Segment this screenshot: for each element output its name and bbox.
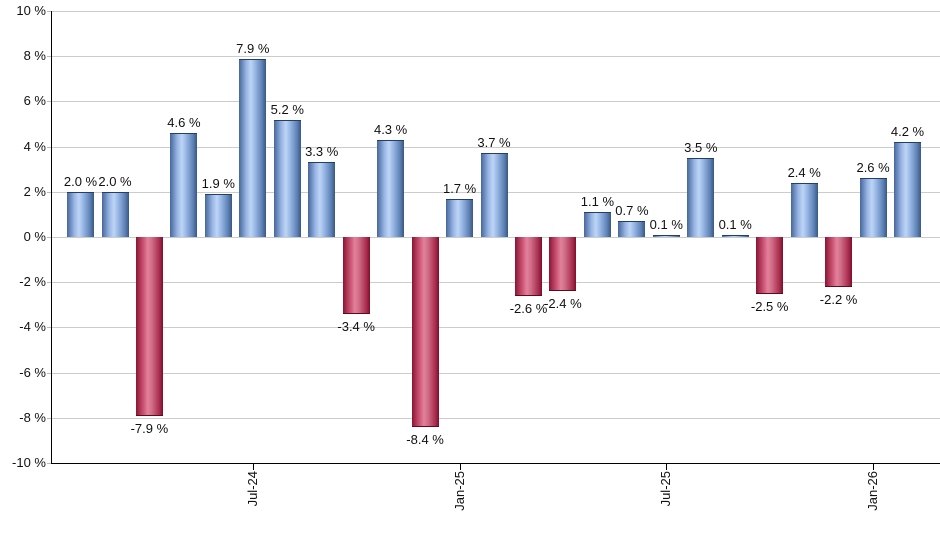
y-axis-line [51,11,52,464]
bar [480,153,508,237]
bar-value-label: 1.1 % [580,194,615,210]
bar [859,178,887,237]
bar-value-label: 4.2 % [890,124,925,140]
x-axis-tick [666,464,667,470]
gridline [51,147,940,148]
bar-value-label: -7.9 % [130,420,169,436]
x-axis-tick [460,464,461,470]
bar-value-label: 1.9 % [201,176,235,192]
y-axis-label: 10 % [16,3,46,18]
bar-value-label: -2.4 % [544,296,582,312]
bar [756,237,784,294]
bar-value-label: 0.1 % [718,216,752,232]
y-axis-label: -4 % [19,319,46,334]
bar [135,237,163,416]
bar [515,237,542,296]
bar [411,237,439,427]
y-axis-tick [47,147,51,148]
gridline [51,237,940,238]
bar-value-label: 2.4 % [787,164,821,180]
gridline [51,327,940,328]
y-axis-label: 4 % [23,139,46,154]
x-axis-label: Jan-26 [865,471,881,511]
bar [549,237,577,292]
bar [239,58,267,237]
y-axis-tick [47,282,51,283]
gridline [51,101,940,102]
bar-value-label: 2.0 % [98,173,132,189]
y-axis-label: 2 % [23,184,46,199]
bar [825,237,853,287]
bar-value-label: -2.2 % [819,291,858,307]
bar [894,142,921,237]
bar [204,194,232,237]
x-axis-label: Jul-24 [244,471,260,507]
bar [67,191,94,237]
bar-value-label: -3.4 % [337,318,375,334]
bar [308,162,336,237]
gridline [51,56,940,57]
bar-value-label: 0.1 % [649,216,683,232]
bar-value-label: -2.5 % [750,298,789,314]
bar [273,119,301,237]
y-axis-tick [47,463,51,464]
x-axis-label: Jul-25 [658,471,674,507]
y-axis-tick [47,373,51,374]
bar [687,157,715,237]
y-axis-tick [47,192,51,193]
bar-value-label: -2.6 % [509,300,548,316]
x-axis-label: Jan-25 [451,471,467,511]
bar-value-label: 7.9 % [236,40,270,56]
bar [170,133,198,237]
y-axis-label: -10 % [12,455,46,470]
bar-value-label: 1.7 % [442,180,477,196]
bar [652,234,680,237]
bar-value-label: 4.3 % [373,121,408,137]
bar-value-label: 0.7 % [615,203,649,219]
bar-value-label: 3.5 % [684,139,718,155]
gridline [51,11,940,12]
y-axis-tick [47,327,51,328]
bar [618,221,646,237]
bar-value-label: 5.2 % [270,101,304,117]
bar-value-label: 3.7 % [477,135,511,151]
bar [446,198,474,237]
y-axis-tick [47,237,51,238]
x-axis-tick [253,464,254,470]
bar-value-label: -8.4 % [406,431,444,447]
bar-value-label: 2.0 % [63,173,98,189]
y-axis-label: 0 % [23,229,46,244]
gridline [51,418,940,419]
bar [342,237,370,314]
y-axis-tick [47,418,51,419]
gridline [51,373,940,374]
bar-value-label: 4.6 % [167,115,201,130]
y-axis-tick [47,56,51,57]
y-axis-tick [47,11,51,12]
y-axis-label: -8 % [19,410,46,425]
bar [101,191,129,237]
y-axis-label: -2 % [19,274,46,289]
x-axis-tick [873,464,874,470]
x-axis-line [51,463,940,464]
bar [790,182,818,237]
y-axis-label: 8 % [23,48,46,63]
bar-value-label: 2.6 % [856,160,890,176]
gridline [51,282,940,283]
bar [583,212,611,237]
bar [377,139,405,237]
bar [721,234,749,237]
y-axis-label: -6 % [19,365,46,380]
y-axis-tick [47,101,51,102]
y-axis-label: 6 % [23,93,46,108]
bar-value-label: 3.3 % [305,144,339,160]
